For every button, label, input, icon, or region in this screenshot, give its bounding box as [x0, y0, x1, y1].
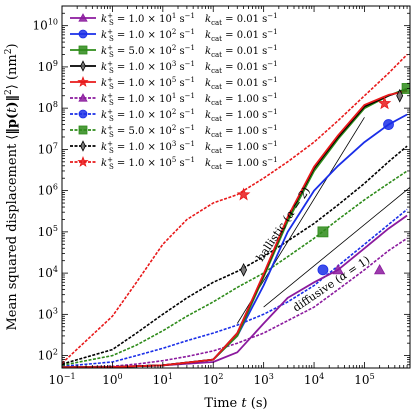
- legend-kcat: kcat = 0.01 s−1: [205, 28, 278, 43]
- legend-kcat: kcat = 1.00 s−1: [205, 108, 278, 123]
- legend-marker: [78, 29, 88, 39]
- legend-label: k+ S = 1.0 × 102 s−1: [101, 28, 195, 43]
- series-marker-1: [332, 264, 344, 275]
- x-tick-label: 105: [354, 372, 374, 387]
- legend: k+ S = 1.0 × 101 s−1 kcat = 0.01 s−1 k+ S = …: [66, 9, 278, 173]
- y-axis-ticks: 102 103 104 105 106 107 108 109 1010: [33, 5, 410, 369]
- reference-line-2: [263, 187, 410, 308]
- y-tick-label: 107: [38, 141, 58, 156]
- legend-kcat: kcat = 1.00 s−1: [205, 156, 278, 171]
- legend-marker: [80, 60, 86, 72]
- legend-label: k+ S = 1.0 × 103 s−1: [101, 140, 195, 155]
- legend-kcat: kcat = 0.01 s−1: [205, 60, 278, 75]
- series-line-8: [62, 170, 408, 367]
- svg-text:Mean squared displacement ⟨‖p(: Mean squared displacement ⟨‖p(t)‖2⟩ (nm2…: [4, 43, 20, 330]
- y-tick-label: 106: [38, 183, 58, 198]
- x-tick-label: 104: [304, 372, 324, 387]
- legend-kcat: kcat = 0.01 s−1: [205, 44, 278, 59]
- legend-label: k+ S = 1.0 × 105 s−1: [101, 76, 195, 91]
- series-marker-7: [317, 264, 329, 276]
- legend-label: k+ S = 1.0 × 102 s−1: [101, 108, 195, 123]
- legend-label: k+ S = 1.0 × 101 s−1: [101, 92, 195, 107]
- series-marker-9: [240, 262, 248, 277]
- x-axis-label: Time t (s): [204, 396, 267, 411]
- legend-label: k+ S = 1.0 × 103 s−1: [101, 60, 195, 75]
- legend-marker: [78, 93, 88, 102]
- series-line-10: [62, 53, 408, 364]
- legend-marker: [80, 140, 86, 152]
- legend-box: [66, 9, 262, 173]
- legend-kcat: kcat = 0.01 s−1: [205, 12, 278, 27]
- legend-kcat: kcat = 1.00 s−1: [205, 140, 278, 155]
- series-markers: [236, 83, 410, 277]
- y-tick-label: 109: [38, 59, 58, 74]
- legend-label: k+ S = 5.0 × 102 s−1: [101, 124, 195, 139]
- y-tick-label: 103: [38, 306, 58, 321]
- series-marker-6: [373, 264, 386, 275]
- y-tick-label: 1010: [33, 18, 58, 33]
- x-tick-label: 100: [102, 372, 122, 387]
- legend-label: k+ S = 1.0 × 105 s−1: [101, 156, 195, 171]
- x-tick-label: 103: [253, 372, 273, 387]
- legend-marker: [78, 45, 88, 55]
- series-marker-4: [396, 88, 404, 103]
- series-line-7: [62, 208, 408, 368]
- x-tick-label: 101: [153, 372, 173, 387]
- legend-kcat: kcat = 0.01 s−1: [205, 76, 278, 91]
- series-marker-2: [383, 119, 394, 130]
- legend-kcat: kcat = 1.00 s−1: [205, 124, 278, 139]
- x-tick-label: 102: [203, 372, 223, 387]
- y-axis-label: Mean squared displacement ⟨‖p(t)‖2⟩ (nm2…: [4, 43, 20, 330]
- legend-marker: [78, 125, 88, 135]
- series-marker-8: [317, 226, 329, 238]
- legend-marker: [77, 76, 89, 87]
- y-tick-label: 104: [38, 265, 58, 280]
- legend-marker: [78, 13, 88, 22]
- legend-kcat: kcat = 1.00 s−1: [205, 92, 278, 107]
- legend-label: k+ S = 1.0 × 101 s−1: [101, 12, 195, 27]
- legend-label: k+ S = 5.0 × 102 s−1: [101, 44, 195, 59]
- legend-marker: [77, 156, 89, 167]
- series-marker-5: [377, 96, 392, 110]
- y-tick-label: 102: [38, 348, 58, 363]
- series-marker-10: [236, 187, 251, 201]
- y-tick-label: 108: [38, 100, 58, 115]
- y-tick-label: 105: [38, 224, 58, 239]
- x-tick-label: 10−1: [48, 372, 75, 387]
- series-line-9: [62, 145, 408, 365]
- x-axis-ticks: 10−1 100 101 102 103 104 105: [48, 6, 411, 387]
- plot-frame: [61, 5, 411, 369]
- legend-marker: [78, 109, 88, 119]
- series-lines: [62, 53, 408, 368]
- series-line-5: [62, 90, 408, 368]
